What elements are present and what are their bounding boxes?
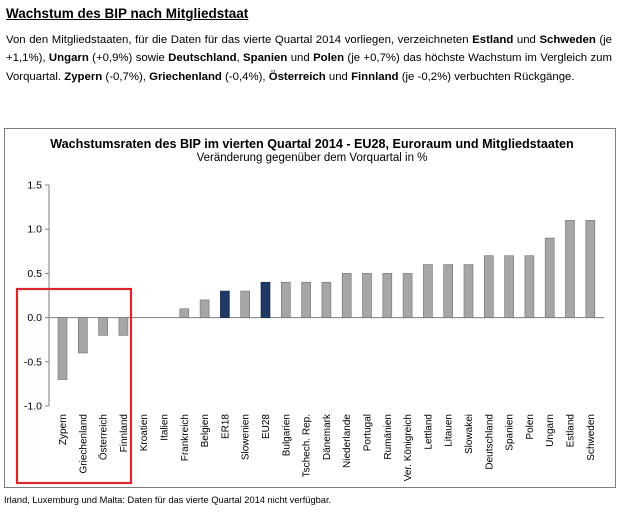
bar-portugal [362, 273, 372, 318]
x-tick-label: Österreich [98, 414, 110, 460]
bar-slowakei [463, 264, 474, 318]
text-run: , [236, 52, 244, 65]
bar-estland [565, 220, 575, 318]
bar-tschech-rep- [301, 281, 311, 318]
text-run: (-0,7%), [102, 70, 150, 83]
x-tick-label: Niederlande [342, 414, 353, 468]
x-tick-label: Frankreich [180, 414, 191, 461]
bar-schweden [585, 220, 596, 318]
x-tick-label: Spanien [505, 414, 516, 451]
summary-paragraph: Von den Mitgliedstaaten, für die Daten f… [6, 31, 612, 86]
country-name: Österreich [268, 70, 326, 83]
bar-finnland [118, 317, 129, 336]
chart-frame [4, 128, 616, 488]
x-tick-label: Bulgarien [281, 414, 292, 456]
bar-er18 [220, 290, 230, 318]
y-tick-label: 1.0 [27, 224, 42, 236]
country-name: Griechenland [149, 70, 222, 83]
x-tick-label: Dänemark [322, 413, 333, 460]
x-tick-label: Polen [525, 414, 536, 440]
x-tick-label: Slowenien [241, 414, 252, 460]
text-run: und [287, 52, 314, 65]
text-run: (je +1,1%), [6, 34, 613, 65]
x-tick-label: Tschech. Rep. [302, 414, 313, 477]
bar-ver-k-nigreich [402, 273, 413, 318]
bar-litauen [443, 264, 454, 318]
x-tick-label: Ungarn [545, 414, 556, 447]
text-run: (je +0,7%) das höchste Wachstum im Vergl… [6, 52, 612, 83]
bar-belgien [199, 299, 210, 318]
text-run: (je -0,2%) verbuchten Rückgänge. [398, 70, 575, 83]
country-name: Ungarn [48, 52, 89, 65]
bar-eu28 [260, 281, 271, 318]
y-tick-label: -1.0 [24, 401, 42, 413]
bar-ungarn [544, 237, 555, 318]
text-run: (-0,4%), [221, 70, 269, 83]
text-run: Von den Mitgliedstaaten, für die Daten f… [6, 34, 473, 46]
x-tick-label: Finnland [119, 414, 130, 452]
text-run: (+0,9%) sowie [88, 52, 169, 65]
chart-subtitle: Veränderung gegenüber dem Vorquartal in … [196, 152, 428, 164]
x-tick-label: Ver. Königreich [403, 414, 414, 481]
x-tick-label: Griechenland [78, 414, 89, 473]
x-tick-label: Lettland [423, 414, 434, 450]
text-run: und [513, 34, 540, 46]
x-tick-label: Estland [566, 414, 577, 447]
x-tick-label: Rumänien [383, 414, 394, 460]
country-name: Estland [472, 34, 514, 46]
y-tick-label: 0.5 [27, 268, 42, 280]
bar-deutschland [483, 255, 494, 318]
x-tick-label: Litauen [444, 414, 455, 447]
country-name: Spanien [243, 52, 288, 65]
x-tick-label: Portugal [363, 414, 374, 451]
bar-spanien [504, 255, 514, 318]
x-tick-label: Italien [160, 414, 171, 441]
y-tick-label: 1.5 [27, 180, 42, 192]
bar-lettland [423, 264, 433, 318]
x-tick-label: Kroatien [139, 414, 150, 451]
country-name: Schweden [539, 34, 596, 46]
footnote: Irland, Luxemburg und Malta: Daten für d… [4, 495, 332, 505]
x-tick-label: EU28 [261, 414, 272, 439]
section-heading: Wachstum des BIP nach Mitgliedstaat [6, 6, 249, 21]
bar-d-nemark [321, 281, 332, 318]
y-tick-label: -0.5 [24, 356, 42, 368]
chart-title: Wachstumsraten des BIP im vierten Quarta… [50, 137, 574, 151]
bar-zypern [57, 317, 68, 380]
x-tick-label: Belgien [200, 414, 211, 447]
bar-niederlande [341, 273, 352, 318]
bar-bulgarien [280, 281, 291, 318]
bar-griechenland [78, 317, 88, 354]
x-tick-label: Deutschland [484, 414, 495, 470]
bar-slowenien [240, 290, 250, 318]
x-tick-label: Zypern [58, 414, 69, 445]
country-name: Deutschland [168, 52, 237, 65]
x-tick-label: Schweden [586, 414, 597, 461]
y-tick-label: 0.0 [27, 312, 42, 324]
country-name: Zypern [64, 70, 103, 83]
bar-frankreich [179, 308, 190, 318]
text-run: und [325, 70, 352, 83]
bar-polen [524, 255, 535, 318]
x-tick-label: ER18 [220, 414, 231, 439]
country-name: Finnland [351, 70, 399, 83]
bar--sterreich [98, 317, 108, 336]
x-tick-label: Slowakei [464, 414, 475, 454]
bar-rum-nien [382, 273, 393, 318]
highlight-box [15, 287, 133, 485]
country-name: Polen [313, 52, 345, 65]
